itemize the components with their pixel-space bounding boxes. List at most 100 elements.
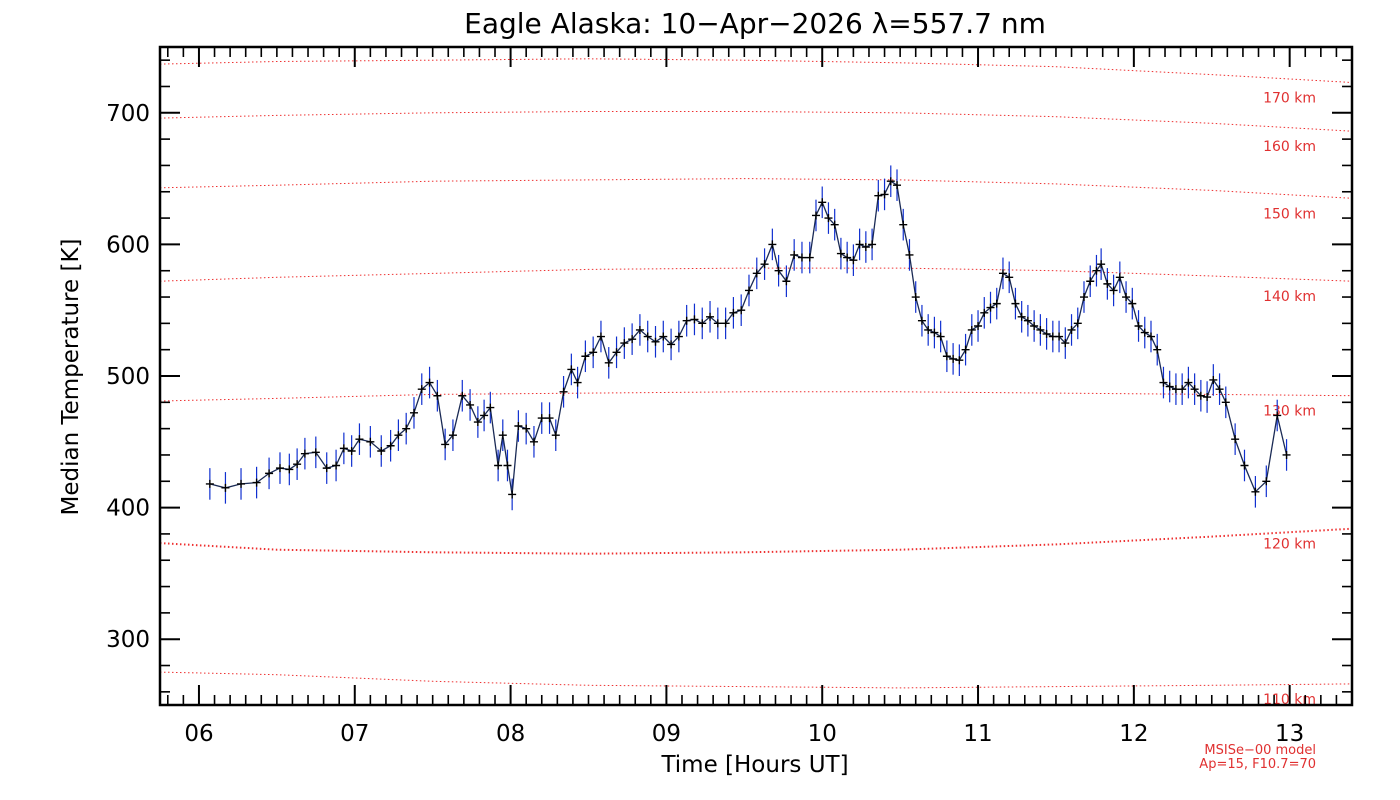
data-point-131 (1165, 382, 1174, 391)
data-point-26 (458, 391, 467, 400)
model-level-label-3: 140 km (1263, 289, 1316, 305)
data-point-54 (659, 332, 668, 341)
data-point-78 (836, 249, 845, 258)
data-point-85 (880, 190, 889, 199)
data-point-48 (612, 348, 621, 357)
data-point-2 (237, 479, 246, 488)
data-point-67 (760, 260, 769, 269)
data-point-115 (1067, 325, 1076, 334)
x-tick-label-2: 08 (496, 721, 525, 747)
x-tick-label-7: 13 (1275, 721, 1304, 747)
data-point-120 (1097, 260, 1106, 269)
data-point-71 (790, 250, 799, 259)
x-tick-label-1: 07 (340, 721, 369, 747)
data-point-142 (1240, 461, 1249, 470)
data-point-104 (998, 269, 1007, 278)
data-point-70 (782, 277, 791, 286)
data-point-63 (729, 308, 738, 317)
data-point-79 (843, 253, 852, 262)
data-point-36 (522, 424, 531, 433)
x-tick-label-3: 09 (652, 721, 681, 747)
model-level-label-2: 130 km (1263, 404, 1316, 420)
data-point-24 (441, 440, 450, 449)
data-point-100 (974, 321, 983, 330)
data-point-33 (503, 461, 512, 470)
data-point-65 (744, 286, 753, 295)
data-point-5 (275, 464, 284, 473)
data-point-75 (818, 198, 827, 207)
data-point-89 (905, 250, 914, 259)
data-point-97 (955, 356, 964, 365)
data-point-16 (377, 447, 386, 456)
data-point-35 (514, 422, 523, 431)
model-level-line-1 (159, 527, 1353, 555)
x-tick-label-6: 12 (1119, 721, 1148, 747)
data-point-62 (721, 319, 730, 328)
data-point-118 (1086, 277, 1095, 286)
data-point-127 (1140, 328, 1149, 337)
y-tick-label-0: 300 (106, 627, 150, 653)
data-point-113 (1055, 332, 1064, 341)
data-point-105 (1005, 273, 1014, 282)
data-point-139 (1215, 385, 1224, 394)
x-tick-label-4: 10 (808, 721, 837, 747)
data-point-116 (1073, 319, 1082, 328)
data-point-69 (774, 266, 783, 275)
data-point-108 (1023, 316, 1032, 325)
data-point-133 (1178, 385, 1187, 394)
data-point-56 (674, 332, 683, 341)
data-point-126 (1134, 321, 1143, 330)
data-point-145 (1273, 411, 1282, 420)
data-point-93 (930, 328, 939, 337)
data-point-57 (682, 316, 691, 325)
data-point-60 (706, 312, 715, 321)
model-level-label-6: 170 km (1263, 91, 1316, 107)
data-point-99 (967, 325, 976, 334)
y-axis-label: Median Temperature [K] (58, 239, 84, 516)
data-point-134 (1184, 378, 1193, 387)
chart-title: Eagle Alaska: 10−Apr−2026 λ=557.7 nm (464, 7, 1046, 40)
data-point-91 (917, 316, 926, 325)
data-point-88 (899, 220, 908, 229)
data-point-103 (992, 299, 1001, 308)
data-point-77 (830, 220, 839, 229)
data-point-38 (537, 414, 546, 423)
data-point-17 (386, 441, 395, 450)
data-point-117 (1079, 293, 1088, 302)
data-point-30 (486, 403, 495, 412)
data-point-20 (409, 408, 418, 417)
data-point-45 (589, 348, 598, 357)
data-point-31 (494, 461, 503, 470)
data-point-1 (221, 483, 230, 492)
data-point-4 (265, 469, 274, 478)
data-point-51 (635, 325, 644, 334)
data-point-32 (498, 431, 507, 440)
data-point-73 (805, 253, 814, 262)
data-point-39 (545, 414, 554, 423)
data-point-129 (1153, 345, 1162, 354)
data-point-46 (596, 332, 605, 341)
data-point-28 (473, 418, 482, 427)
data-point-15 (366, 437, 375, 446)
data-point-137 (1203, 393, 1212, 402)
data-point-29 (480, 411, 489, 420)
model-level-line-4 (159, 178, 1353, 199)
model-level-line-0 (159, 671, 1353, 689)
data-point-40 (551, 431, 560, 440)
data-point-6 (285, 465, 294, 474)
data-point-72 (797, 253, 806, 262)
model-level-label-4: 150 km (1263, 206, 1316, 222)
model-level-line-6 (159, 58, 1353, 83)
data-point-92 (924, 325, 933, 334)
data-point-49 (620, 339, 629, 348)
data-point-27 (466, 400, 475, 409)
data-point-146 (1282, 450, 1291, 459)
data-point-7 (293, 460, 302, 469)
data-point-101 (980, 308, 989, 317)
data-point-143 (1251, 487, 1260, 496)
data-point-86 (886, 177, 895, 186)
data-point-90 (911, 293, 920, 302)
